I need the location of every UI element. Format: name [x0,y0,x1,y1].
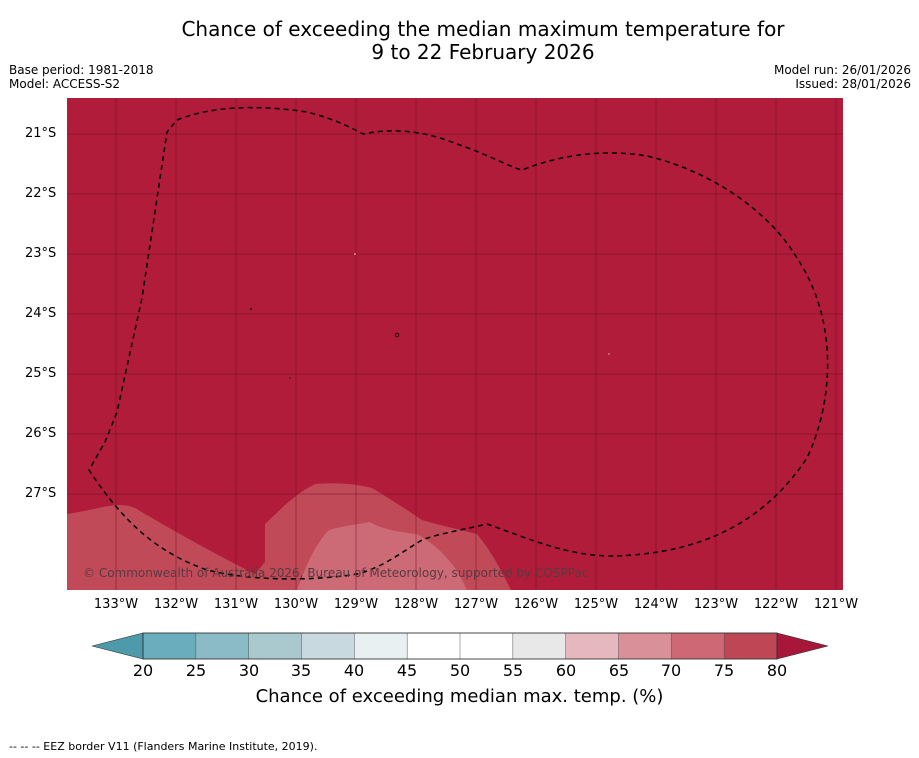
colorbar-label: Chance of exceeding median max. temp. (%… [255,686,664,707]
lon-label: 121°W [813,597,859,612]
chart-title: Chance of exceeding the median maximum t… [0,18,919,64]
lat-label: 27°S [25,486,57,501]
colorbar-tick: 60 [555,661,577,680]
colorbar-segment [195,632,250,660]
lon-label: 128°W [393,597,439,612]
base-period: Base period: 1981-2018 [9,63,154,77]
lat-label: 23°S [25,246,57,261]
forecast-map [67,98,843,590]
lon-label: 130°W [273,597,319,612]
colorbar-tick: 45 [396,661,418,680]
lat-label: 21°S [25,126,57,141]
island [354,253,356,255]
region-70-75 [297,522,467,590]
colorbar-segment [406,632,461,660]
colorbar-over-arrow [776,632,829,660]
eez-footnote: -- -- -- EEZ border V11 (Flanders Marine… [9,740,318,753]
lon-label: 127°W [453,597,499,612]
model-info-right: Model run: 26/01/2026 Issued: 28/01/2026 [774,63,911,91]
lon-label: 124°W [633,597,679,612]
lon-label: 129°W [333,597,379,612]
colorbar-segment [459,632,514,660]
colorbar-tick: 35 [290,661,312,680]
colorbar-segment [671,632,725,660]
lon-label: 131°W [213,597,259,612]
title-line-1: Chance of exceeding the median maximum t… [181,17,785,41]
lon-label: 122°W [753,597,799,612]
colorbar-segment [512,632,567,660]
colorbar-segment [248,632,303,660]
model-info-left: Base period: 1981-2018 Model: ACCESS-S2 [9,63,154,91]
colorbar-segment [723,632,778,660]
colorbar-tick: 25 [185,661,207,680]
colorbar-segment [565,632,620,660]
lon-label: 132°W [153,597,199,612]
colorbar-tick: 50 [449,661,471,680]
colorbar-tick: 55 [502,661,524,680]
copyright-notice: © Commonwealth of Australia 2026, Bureau… [83,566,589,580]
islands [250,253,610,379]
island [394,332,400,338]
colorbar-tick: 75 [713,661,735,680]
colorbar [91,632,829,660]
lat-label: 26°S [25,426,57,441]
title-line-2: 9 to 22 February 2026 [371,40,595,64]
colorbar-tick: 80 [766,661,788,680]
colorbar-tick: 40 [343,661,365,680]
colorbar-under-arrow [91,632,144,660]
colorbar-outline [142,632,778,660]
model-run: Model run: 26/01/2026 [773,63,911,77]
colorbar-segment [301,632,356,660]
colorbar-segment [142,632,197,660]
graticule [67,98,843,590]
issued-date: Issued: 28/01/2026 [795,77,911,91]
lat-label: 24°S [25,306,57,321]
colorbar-segments [142,632,778,660]
lat-label: 22°S [25,186,57,201]
island [250,308,252,310]
lat-label: 25°S [25,366,57,381]
eez-border [88,106,829,580]
map-background-above-80 [67,98,843,590]
model-name: Model: ACCESS-S2 [9,77,121,91]
colorbar-segment [354,632,408,660]
colorbar-tick: 20 [132,661,154,680]
lon-label: 133°W [93,597,139,612]
colorbar-tick: 70 [660,661,682,680]
lon-label: 125°W [573,597,619,612]
colorbar-tick: 65 [608,661,630,680]
lon-label: 123°W [693,597,739,612]
lon-label: 126°W [513,597,559,612]
island [608,353,610,355]
island [289,377,291,379]
colorbar-segment [618,632,673,660]
colorbar-tick: 30 [238,661,260,680]
